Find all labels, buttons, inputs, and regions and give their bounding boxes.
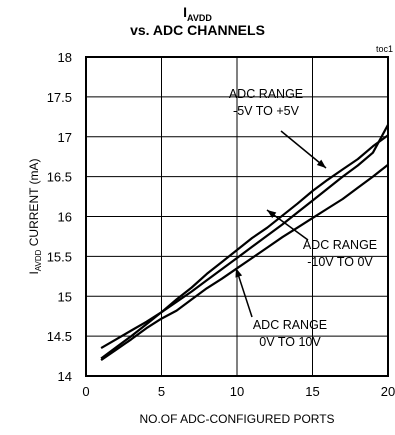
y-tick-label-0: 14 [58, 369, 72, 384]
annotation-arrowhead-0 [316, 159, 326, 168]
y-axis-title: IAVDD CURRENT (mA) [27, 158, 43, 274]
x-tick-label-4: 20 [381, 384, 395, 399]
annotation-arrowhead-2 [235, 268, 243, 278]
y-tick-label-5: 16.5 [47, 170, 72, 185]
annotation-arrowhead-1 [267, 210, 277, 219]
title-sub: AVDD [187, 12, 212, 23]
y-tick-label-2: 15 [58, 289, 72, 304]
annotation-1-line-1: -10V TO 0V [307, 255, 373, 269]
x-tick-label-2: 10 [230, 384, 244, 399]
x-tick-label-1: 5 [158, 384, 165, 399]
series-line-0 [100, 124, 389, 350]
y-tick-label-4: 16 [58, 210, 72, 225]
y-tick-label-7: 17.5 [47, 90, 72, 105]
annotation-0-line-1: -5V TO +5V [233, 104, 300, 118]
y-tick-label-3: 15.5 [47, 249, 72, 264]
x-axis-title: NO.OF ADC-CONFIGURED PORTS [139, 412, 334, 426]
x-tick-label-0: 0 [82, 384, 89, 399]
annotation-0-line-0: ADC RANGE [229, 87, 303, 101]
title-main: I [183, 4, 188, 20]
y-tick-label-1: 14.5 [47, 329, 72, 344]
figure-tag: toc1 [375, 44, 393, 54]
y-tick-label-8: 18 [58, 50, 72, 65]
annotation-2-line-0: ADC RANGE [253, 318, 327, 332]
series-line-1 [100, 134, 389, 360]
x-tick-label-3: 15 [305, 384, 319, 399]
annotation-1-line-0: ADC RANGE [303, 238, 377, 252]
y-tick-label-6: 17 [58, 130, 72, 145]
annotation-arrow-0 [280, 130, 327, 169]
annotation-2-line-1: 0V TO 10V [259, 335, 321, 349]
plot-frame [85, 56, 389, 377]
chart-title-line2: vs. ADC CHANNELS [130, 22, 265, 38]
chart-title: IAVDD [0, 4, 395, 26]
series-line-2 [100, 163, 389, 362]
